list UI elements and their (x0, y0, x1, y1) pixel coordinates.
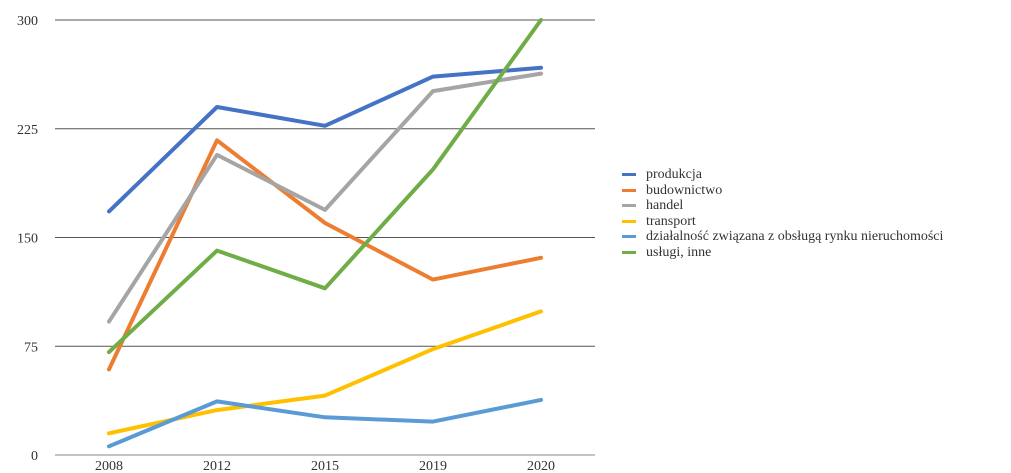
x-tick-label: 2012 (203, 459, 231, 473)
y-tick-label: 75 (24, 340, 38, 355)
legend-item: usługi, inne (622, 245, 943, 261)
legend-label: działalność związana z obsługą rynku nie… (646, 229, 944, 245)
legend-swatch (622, 250, 636, 254)
legend-swatch (622, 188, 636, 192)
series-line-4 (107, 397, 543, 449)
grid-lines (55, 19, 595, 456)
legend-label: usługi, inne (646, 244, 712, 260)
legend-label: transport (646, 213, 696, 229)
series-line-0 (107, 65, 543, 214)
legend-label: produkcja (646, 167, 702, 183)
y-axis-ticks: 0 75 150 225 300 (17, 14, 38, 464)
legend-item: działalność związana z obsługą rynku nie… (622, 229, 943, 245)
series-line-5 (107, 18, 543, 355)
legend-item: produkcja (622, 167, 943, 183)
legend-item: handel (622, 198, 943, 214)
legend-swatch (622, 235, 636, 239)
series-lines (107, 18, 543, 449)
legend-label: budownictwo (646, 182, 723, 198)
x-tick-label: 2019 (419, 459, 447, 473)
y-tick-label: 0 (31, 449, 38, 464)
y-tick-label: 300 (17, 14, 38, 29)
legend-item: transport (622, 214, 943, 230)
x-tick-label: 2008 (95, 459, 123, 473)
legend-item: budownictwo (622, 183, 943, 199)
x-axis-ticks: 2008 2012 2015 2019 2020 (95, 459, 555, 473)
x-tick-label: 2020 (527, 459, 555, 473)
series-line-1 (107, 138, 543, 372)
legend-label: handel (646, 198, 684, 214)
series-line-2 (107, 71, 543, 324)
series-line-3 (107, 309, 543, 436)
y-tick-label: 225 (17, 123, 38, 138)
legend-swatch (622, 204, 636, 208)
y-tick-label: 150 (17, 232, 38, 247)
legend-swatch (622, 173, 636, 177)
x-tick-label: 2015 (311, 459, 339, 473)
legend-swatch (622, 219, 636, 223)
legend: produkcja budownictwo handel transport dział… (622, 167, 943, 260)
